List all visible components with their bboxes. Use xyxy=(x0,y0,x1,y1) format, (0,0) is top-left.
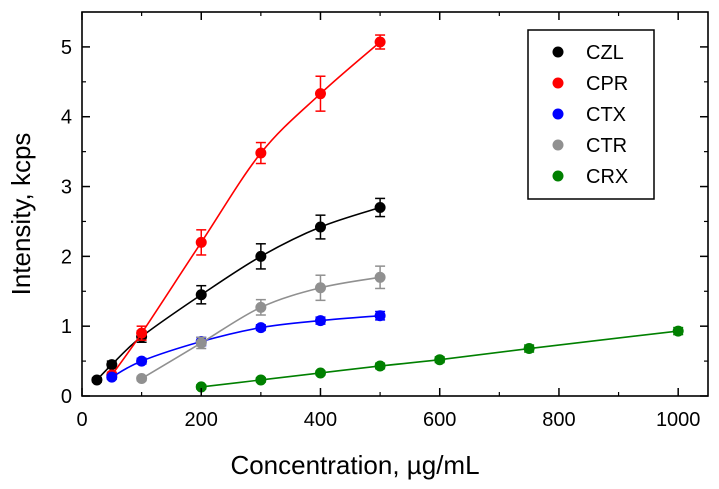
y-tick-label: 3 xyxy=(61,177,72,199)
data-point xyxy=(374,201,386,213)
x-tick-label: 800 xyxy=(542,409,575,431)
data-point xyxy=(136,373,148,385)
data-point xyxy=(374,360,386,372)
data-point xyxy=(523,343,535,355)
data-point xyxy=(255,374,267,386)
axes: 0 200 400 600 800 1000 0 1 2 3 4 5 xyxy=(61,11,709,431)
data-point xyxy=(106,371,118,383)
data-point xyxy=(255,322,267,334)
data-point xyxy=(106,359,118,371)
series-line xyxy=(111,41,381,376)
data-point xyxy=(255,301,267,313)
series-crx xyxy=(195,325,684,393)
plot-marks xyxy=(91,34,684,393)
legend-label-czl: CZL xyxy=(586,42,624,64)
series-czl xyxy=(91,197,386,386)
data-point xyxy=(314,367,326,379)
legend-marker-ctx xyxy=(552,108,564,120)
series-line xyxy=(96,206,381,381)
data-point xyxy=(374,271,386,283)
legend-label-ctr: CTR xyxy=(586,135,627,157)
data-point xyxy=(314,282,326,294)
series-line xyxy=(111,314,381,378)
legend-marker-crx xyxy=(552,170,564,182)
x-tick-label: 600 xyxy=(423,409,456,431)
plot-frame xyxy=(81,11,709,397)
legend-label-ctx: CTX xyxy=(586,104,626,126)
data-point xyxy=(136,327,148,339)
data-point xyxy=(255,250,267,262)
x-tick-label: 200 xyxy=(185,409,218,431)
data-point xyxy=(195,381,207,393)
y-tick-label: 2 xyxy=(61,246,72,268)
data-point xyxy=(374,36,386,48)
data-point xyxy=(255,147,267,159)
legend-box xyxy=(527,29,655,200)
legend-label-crx: CRX xyxy=(586,166,628,188)
y-tick-label: 0 xyxy=(61,386,72,408)
data-point xyxy=(136,355,148,367)
series-cpr xyxy=(106,34,386,381)
x-axis-title: Concentration, µg/mL xyxy=(230,450,479,480)
x-tick-label: 1000 xyxy=(656,409,701,431)
legend-label-cpr: CPR xyxy=(586,73,628,95)
legend: CZL CPR CTX CTR CRX xyxy=(527,29,655,200)
y-tick-label: 1 xyxy=(61,316,72,338)
data-point xyxy=(195,236,207,248)
data-point xyxy=(91,374,103,386)
legend-marker-czl xyxy=(552,46,564,58)
x-tick-label: 0 xyxy=(76,409,87,431)
x-tick-label: 400 xyxy=(304,409,337,431)
data-point xyxy=(195,289,207,301)
data-point xyxy=(314,88,326,100)
data-point xyxy=(314,315,326,327)
data-point xyxy=(434,354,446,366)
legend-marker-cpr xyxy=(552,77,564,89)
series-ctr xyxy=(136,265,386,385)
y-tick-label: 5 xyxy=(61,37,72,59)
data-point xyxy=(672,325,684,337)
legend-marker-ctr xyxy=(552,139,564,151)
series-ctx xyxy=(106,310,386,383)
y-axis-title: Intensity, kcps xyxy=(6,133,36,296)
data-point xyxy=(195,337,207,349)
data-point xyxy=(374,310,386,322)
data-point xyxy=(314,221,326,233)
y-tick-label: 4 xyxy=(61,107,72,129)
